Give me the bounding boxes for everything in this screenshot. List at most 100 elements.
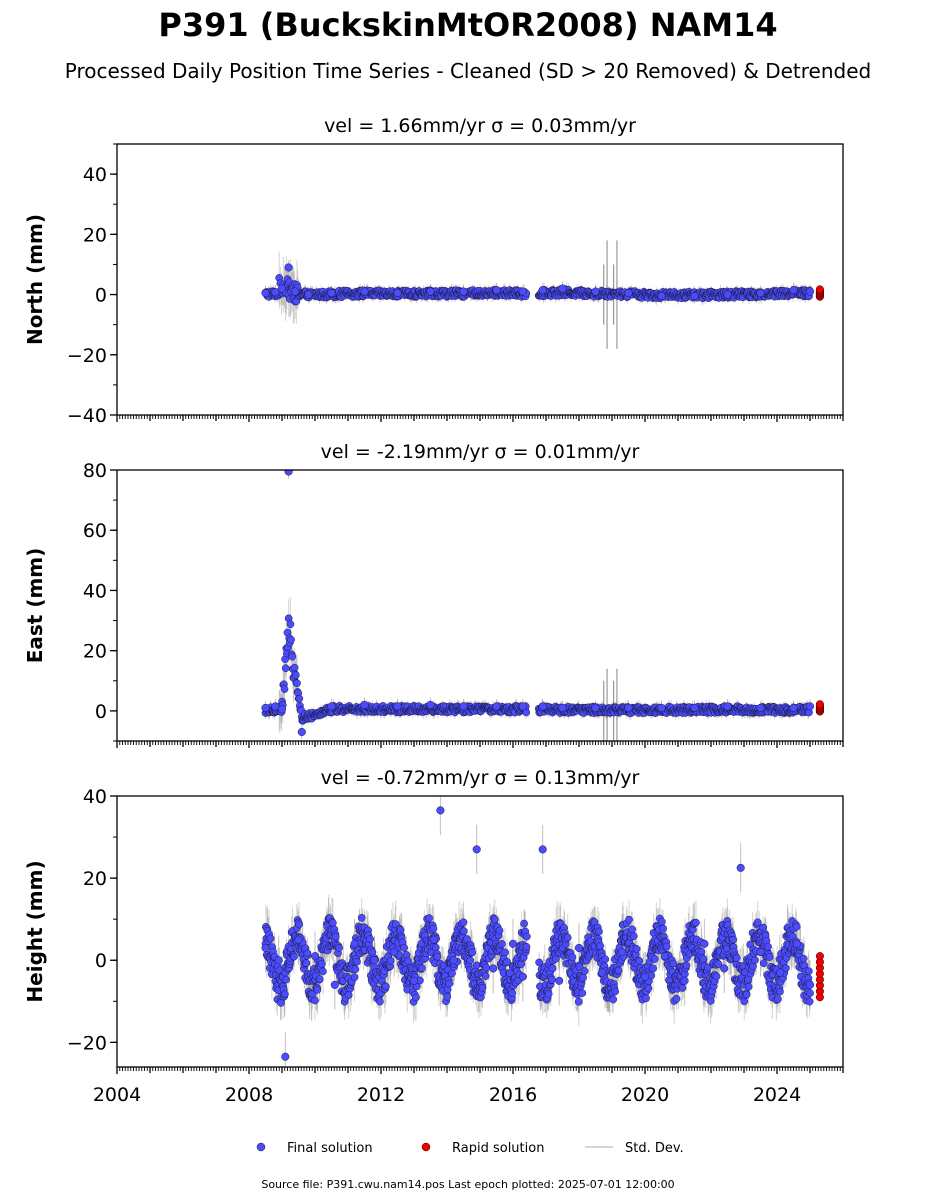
y-tick-label: 20 [83, 641, 107, 663]
final-data-point [805, 287, 815, 296]
final-point [501, 948, 509, 957]
final-point [418, 964, 426, 972]
final-data-point [429, 935, 438, 944]
axes-frame [116, 469, 844, 742]
final-point [302, 959, 311, 967]
x-tick-label: 2024 [753, 1084, 801, 1106]
axes-frame [116, 143, 844, 416]
final-point [759, 923, 768, 932]
legend-std-label: Std. Dev. [625, 1141, 684, 1156]
final-point [311, 996, 319, 1005]
final-point [520, 919, 528, 928]
final-point [575, 963, 584, 972]
final-data-point [805, 980, 815, 989]
final-data-point [327, 702, 336, 711]
final-point [649, 964, 658, 973]
final-data-point [409, 976, 419, 985]
final-point [295, 920, 304, 929]
final-data-point [492, 285, 501, 295]
final-point [714, 960, 723, 968]
final-point [609, 995, 618, 1004]
final-point [331, 932, 340, 941]
final-point [635, 957, 644, 965]
final-data-point [789, 703, 798, 712]
final-point [548, 964, 557, 973]
final-data-point [555, 976, 564, 985]
final-point [563, 933, 572, 942]
y-tick-label: −20 [67, 345, 107, 367]
y-tick-label: −20 [67, 1032, 107, 1054]
final-data-point [459, 287, 468, 296]
final-data-point [756, 289, 765, 298]
final-point [580, 967, 589, 975]
final-point [459, 918, 468, 927]
final-point [490, 915, 499, 924]
panel-title: vel = 1.66mm/yr σ = 0.03mm/yr [324, 115, 636, 137]
final-point [313, 986, 322, 994]
final-point [353, 957, 361, 966]
final-point [481, 972, 490, 980]
final-point [315, 975, 324, 983]
final-data-point [390, 947, 399, 957]
legend-rapid-marker [421, 1142, 431, 1152]
figure-title: P391 (BuckskinMtOR2008) NAM14 [158, 6, 777, 44]
final-point [662, 942, 671, 951]
final-point [753, 918, 762, 927]
final-point [642, 994, 650, 1003]
final-data-point [261, 289, 270, 298]
final-data-point [624, 289, 633, 298]
final-data-point [776, 968, 785, 977]
final-data-point [297, 727, 306, 737]
final-point [578, 989, 587, 997]
final-data-point [558, 284, 567, 293]
final-point [805, 997, 814, 1006]
final-point [460, 927, 468, 936]
final-point [672, 994, 681, 1003]
final-point [742, 990, 751, 999]
final-point [386, 957, 395, 965]
final-data-point [660, 952, 669, 961]
final-point [433, 952, 442, 961]
final-point [544, 990, 553, 998]
final-point [744, 983, 753, 991]
final-point [699, 955, 708, 963]
final-point [266, 934, 275, 943]
final-point [472, 961, 481, 970]
final-point [574, 997, 583, 1006]
final-point [431, 943, 440, 952]
final-point [579, 973, 587, 982]
east-panel: vel = -2.19mm/yr σ = 0.01mm/yr East (mm) 0… [23, 441, 844, 748]
x-tick-label: 2008 [225, 1084, 273, 1106]
final-point [468, 948, 477, 957]
final-data-point [436, 806, 445, 815]
rapid-point [815, 952, 824, 961]
final-point [628, 925, 637, 934]
final-point [535, 958, 543, 967]
final-point [774, 995, 782, 1004]
y-tick-label: 60 [83, 520, 107, 542]
final-data-point [680, 976, 689, 985]
final-data-point [284, 263, 293, 272]
final-point [482, 963, 490, 972]
final-point [625, 915, 633, 924]
final-data-point [489, 964, 498, 973]
final-data-point [736, 863, 745, 872]
final-point [804, 967, 813, 976]
x-tick-label: 2012 [357, 1084, 405, 1106]
final-point [466, 956, 475, 965]
y-axis-label: East (mm) [23, 548, 47, 664]
final-data-point [281, 1052, 290, 1061]
final-data-point [700, 939, 709, 948]
final-point [445, 979, 454, 988]
final-point [503, 957, 511, 966]
y-tick-label: 40 [83, 786, 107, 808]
final-point [288, 652, 297, 661]
final-data-point [789, 285, 798, 295]
final-solution-series [261, 470, 815, 737]
final-point [281, 664, 290, 673]
final-data-point [591, 703, 600, 712]
y-tick-label: 20 [83, 868, 107, 890]
final-point [629, 932, 638, 940]
